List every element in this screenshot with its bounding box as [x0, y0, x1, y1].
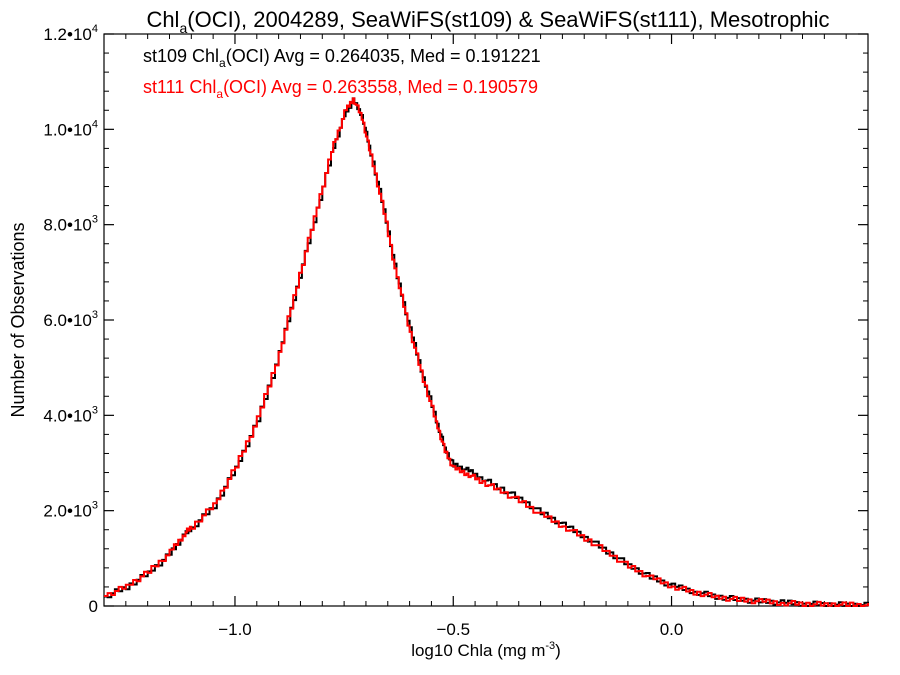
y-tick-label: 0 [89, 597, 98, 616]
x-axis-label: log10 Chla (mg m-3) [411, 640, 561, 660]
plot-border [103, 33, 869, 607]
series-st111-line [104, 97, 869, 607]
series-layer [104, 97, 869, 607]
y-tick-label: 1.2•104 [43, 23, 98, 44]
chart-title: Chla(OCI), 2004289, SeaWiFS(st109) & Sea… [146, 7, 829, 36]
y-tick-label: 8.0•103 [43, 214, 98, 235]
y-tick-label: 2.0•103 [43, 500, 98, 521]
y-tick-label: 1.0•104 [43, 118, 98, 139]
y-tick-label: 6.0•103 [43, 309, 98, 330]
x-axis: −1.0 −0.5 0.0 [103, 34, 869, 639]
legend-entry-st109: st109 Chla(OCI) Avg = 0.264035, Med = 0.… [143, 46, 541, 70]
x-tick-label: −0.5 [436, 620, 470, 639]
legend-entry-st111: st111 Chla(OCI) Avg = 0.263558, Med = 0.… [143, 77, 538, 101]
x-tick-label: −1.0 [218, 620, 252, 639]
series-st109-line [104, 97, 869, 607]
y-axis-label: Number of Observations [8, 222, 28, 417]
plot-frame [103, 33, 869, 607]
x-tick-label: 0.0 [660, 620, 684, 639]
y-tick-label: 4.0•103 [43, 404, 98, 425]
y-axis: 0 2.0•103 4.0•103 6.0•103 8.0•103 1.0•104 1.2•… [43, 23, 868, 616]
